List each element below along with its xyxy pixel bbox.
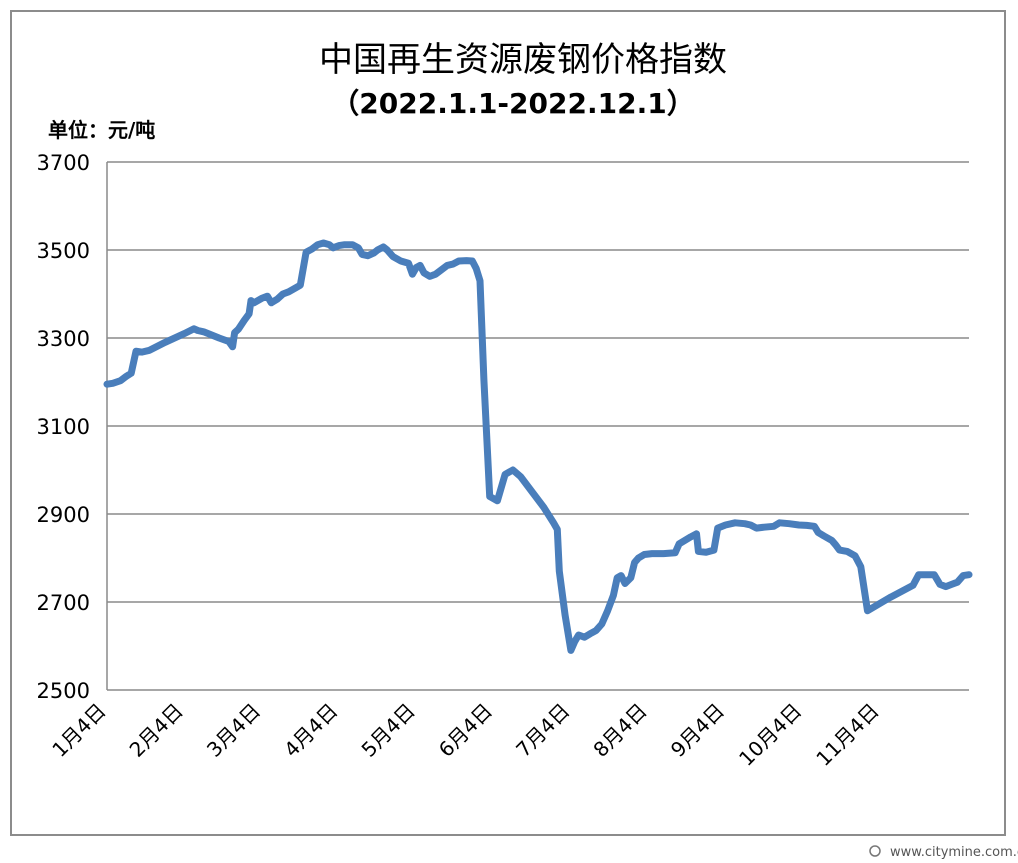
x-tick-label: 6月4日 — [434, 699, 497, 762]
y-tick-label: 2900 — [37, 503, 90, 527]
x-tick-label: 10月4日 — [734, 699, 806, 771]
x-tick-label: 1月4日 — [47, 699, 110, 762]
chart-subtitle: （2022.1.1-2022.12.1） — [331, 87, 694, 120]
chart-title: 中国再生资源废钢价格指数 — [319, 40, 727, 80]
x-tick-label: 4月4日 — [279, 699, 342, 762]
axes — [106, 162, 969, 691]
watermark: www.citymine.com.cn — [869, 845, 1018, 860]
y-tick-label: 3300 — [37, 327, 90, 351]
y-tick-label: 3500 — [37, 239, 90, 263]
y-tick-labels: 2500 2700 2900 3100 3300 3500 3700 — [37, 151, 90, 703]
x-tick-label: 2月4日 — [125, 699, 188, 762]
x-tick-label: 8月4日 — [588, 699, 651, 762]
grid — [107, 161, 969, 603]
unit-label: 单位：元/吨 — [48, 118, 155, 142]
series-layer — [103, 239, 973, 654]
y-tick-label: 2500 — [37, 679, 90, 703]
y-tick-label: 3700 — [37, 151, 90, 175]
y-tick-label: 2700 — [37, 591, 90, 615]
chart-frame — [10, 10, 1006, 836]
y-tick-label: 3100 — [37, 415, 90, 439]
x-tick-label: 3月4日 — [202, 699, 265, 762]
x-tick-label: 9月4日 — [666, 699, 729, 762]
x-tick-label: 11月4日 — [811, 699, 883, 771]
series-line-price-index — [103, 239, 973, 654]
x-tick-label: 5月4日 — [357, 699, 420, 762]
x-tick-label: 7月4日 — [511, 699, 574, 762]
watermark-logo-icon — [869, 845, 881, 857]
x-tick-labels: 1月4日 2月4日 3月4日 4月4日 5月4日 6月4日 7月4日 8月4日 9月4日 10月4… — [47, 699, 883, 771]
watermark-text: www.citymine.com.cn — [890, 845, 1018, 860]
